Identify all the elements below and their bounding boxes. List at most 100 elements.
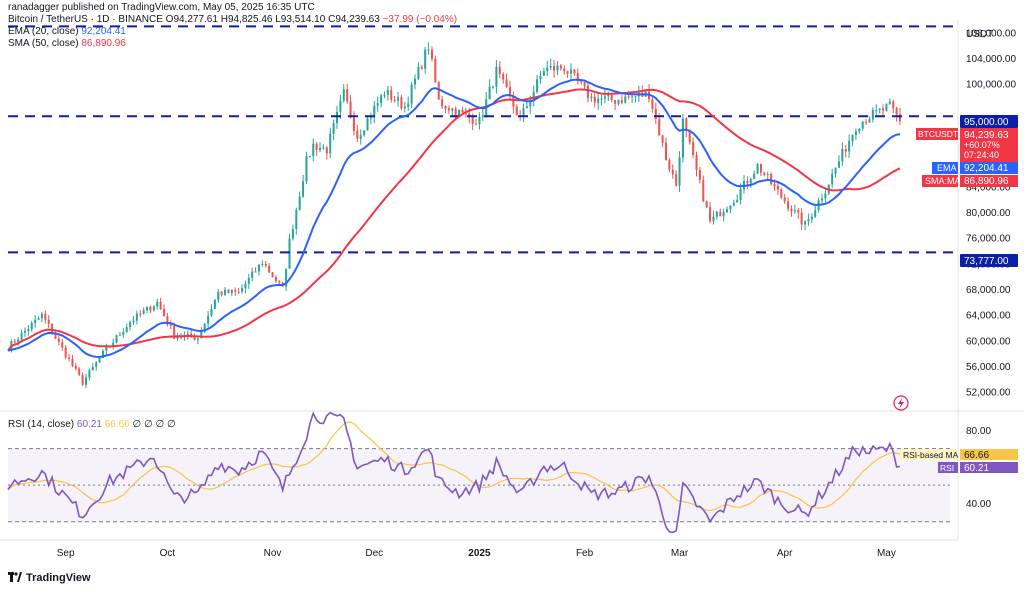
candle[interactable] [749,177,752,188]
candle[interactable] [756,163,759,175]
candle[interactable] [203,323,206,333]
candle[interactable] [491,85,495,90]
candle[interactable] [308,155,311,158]
candle[interactable] [478,112,481,130]
ema-legend[interactable]: EMA (20, close) 92,204.41 [8,26,126,38]
candle[interactable] [213,298,216,310]
candle[interactable] [288,233,291,269]
candle[interactable] [319,142,322,153]
candle[interactable] [481,108,484,122]
candle[interactable] [549,58,552,71]
candle[interactable] [74,362,77,371]
candle[interactable] [169,320,172,330]
candle[interactable] [407,96,410,111]
candle[interactable] [366,116,369,131]
candle[interactable] [61,338,64,351]
candle[interactable] [664,137,667,161]
candle[interactable] [566,70,569,78]
candle[interactable] [753,170,756,180]
candle[interactable] [729,205,732,214]
candle[interactable] [834,167,837,178]
candle[interactable] [851,134,854,147]
candle[interactable] [166,312,169,327]
candle[interactable] [196,337,199,345]
candle[interactable] [824,189,827,203]
candle[interactable] [685,117,688,137]
candle[interactable] [451,107,454,117]
candle[interactable] [227,289,230,294]
candle[interactable] [57,334,60,346]
candle[interactable] [261,260,264,267]
candle[interactable] [383,91,386,99]
sma-50-line[interactable] [7,88,901,352]
candle[interactable] [251,267,254,282]
candle[interactable] [553,60,556,78]
candle[interactable] [770,172,773,186]
candle[interactable] [390,86,393,103]
rsi-legend[interactable]: RSI (14, close) 60.21 66.66 ∅ ∅ ∅ ∅ [8,419,176,431]
candle[interactable] [861,121,864,131]
candle[interactable] [780,188,783,200]
candle[interactable] [875,104,878,117]
candles[interactable] [10,42,902,389]
candle[interactable] [386,85,389,101]
candle[interactable] [98,357,101,363]
candle[interactable] [668,158,671,173]
candle[interactable] [234,287,237,296]
candle[interactable] [797,207,800,219]
candle[interactable] [264,260,267,268]
candle[interactable] [30,320,33,332]
candle[interactable] [369,112,372,125]
candle[interactable] [617,99,620,106]
candle[interactable] [885,103,888,112]
candle[interactable] [118,331,121,336]
candle[interactable] [732,199,735,207]
candle[interactable] [485,91,488,118]
candle[interactable] [44,310,47,324]
candle[interactable] [244,280,247,294]
candle[interactable] [434,55,437,84]
candle[interactable] [807,213,810,226]
horizontal-levels[interactable] [8,25,958,254]
candle[interactable] [142,307,145,315]
candle[interactable] [502,72,505,84]
candle[interactable] [315,142,318,156]
candle[interactable] [207,311,210,328]
candle[interactable] [156,298,159,310]
candle[interactable] [329,127,332,159]
candle[interactable] [556,60,559,76]
candle[interactable] [274,275,277,284]
candle[interactable] [583,81,586,89]
candle[interactable] [726,206,729,214]
candle[interactable] [702,175,705,203]
candle[interactable] [132,316,135,325]
candle[interactable] [661,134,664,148]
candle[interactable] [23,327,26,337]
candle[interactable] [559,63,562,71]
candle[interactable] [715,210,718,220]
candle[interactable] [88,368,91,381]
candle[interactable] [149,305,152,314]
candle[interactable] [125,323,128,333]
candle[interactable] [787,197,790,212]
candle[interactable] [152,305,155,312]
candle[interactable] [512,91,515,114]
candle[interactable] [356,125,359,143]
candle[interactable] [882,104,885,116]
candle[interactable] [603,88,606,104]
candle[interactable] [525,101,528,109]
candle[interactable] [339,94,342,119]
candle[interactable] [352,111,355,136]
candle[interactable] [444,105,447,114]
candle[interactable] [759,163,762,177]
candle[interactable] [610,94,613,103]
candle[interactable] [712,210,715,225]
candle[interactable] [624,94,627,104]
candle[interactable] [681,113,684,163]
candle[interactable] [424,46,427,74]
candle[interactable] [800,208,803,231]
candle[interactable] [858,128,861,135]
candle[interactable] [536,74,539,94]
candle[interactable] [135,310,138,325]
currency-label[interactable]: USDT [966,29,993,40]
